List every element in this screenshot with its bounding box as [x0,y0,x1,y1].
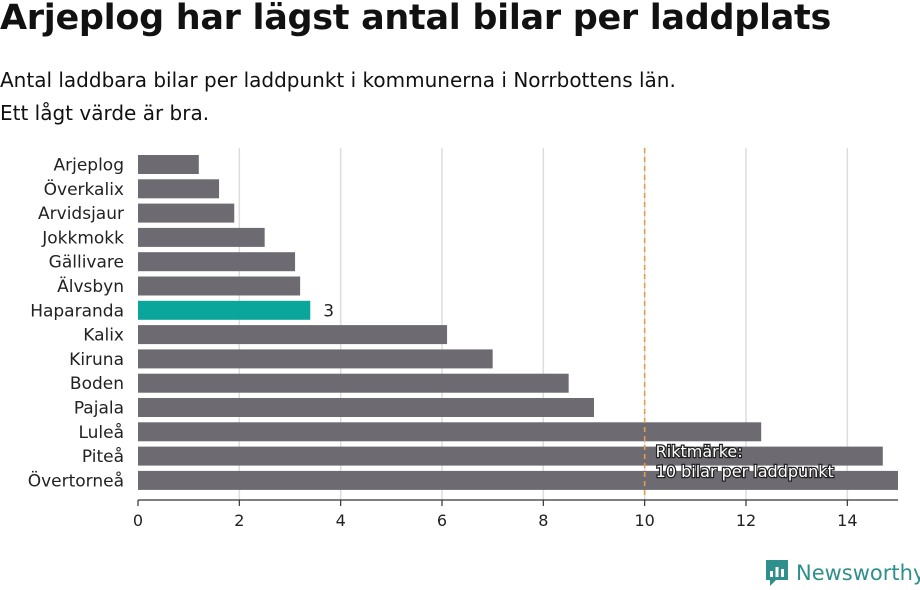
x-tick-label: 0 [133,511,143,530]
bar [138,398,594,417]
category-label: Haparanda [30,301,124,321]
category-label: Arjeplog [53,156,124,176]
x-tick-label: 12 [736,511,756,530]
subtitle-line-2: Ett lågt värde är bra. [0,101,210,125]
category-label: Luleå [78,422,124,443]
x-tick-label: 2 [234,511,244,530]
bar [138,203,235,223]
bar [138,155,199,174]
category-label: Kiruna [69,350,124,370]
chart-title: Arjeplog har lägst antal bilar per laddp… [0,0,831,38]
newsworthy-logo-icon [766,560,788,586]
reference-label-line-1: Riktmärke: [656,442,743,461]
x-tick-label: 8 [538,511,548,530]
category-label: Övertorneå [28,469,124,491]
category-label: Kalix [83,326,124,346]
reference-label-line-2: 10 bilar per laddpunkt [656,462,834,481]
category-label: Överkalix [44,178,124,200]
x-tick-label: 14 [837,511,857,530]
category-label: Gällivare [49,253,124,273]
bar [138,325,448,345]
bar [138,373,569,393]
data-label: 3 [323,301,334,321]
brand-name: Newsworthy [796,561,920,585]
bar [138,422,762,442]
chart-subtitle: Antal laddbara bilar per laddpunkt i kom… [0,64,900,130]
bar [138,227,265,247]
category-label: Pajala [74,399,124,419]
category-label: Piteå [82,446,124,467]
subtitle-line-1: Antal laddbara bilar per laddpunkt i kom… [0,68,676,92]
brand-logo: Newsworthy [764,558,920,588]
category-label: Älvsbyn [57,276,124,297]
bar [138,179,220,199]
bar [138,252,296,272]
bar [138,349,493,369]
x-tick-label: 4 [336,511,346,530]
bar [138,470,898,490]
category-label: Jokkmokk [41,228,124,248]
x-tick-label: 10 [634,511,654,530]
bar [138,446,883,466]
bar [138,300,311,320]
category-label: Boden [70,374,124,394]
category-label: Arvidsjaur [38,204,124,224]
x-tick-label: 6 [437,511,447,530]
bar [138,276,301,296]
